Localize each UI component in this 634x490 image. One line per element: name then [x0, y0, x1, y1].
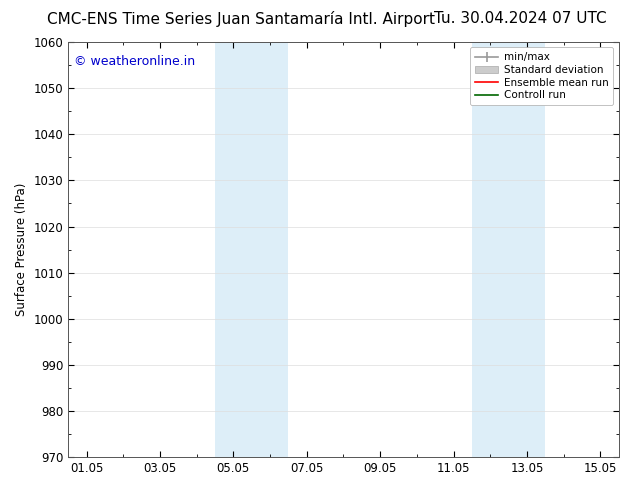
Legend: min/max, Standard deviation, Ensemble mean run, Controll run: min/max, Standard deviation, Ensemble me… [470, 47, 614, 105]
Text: © weatheronline.in: © weatheronline.in [74, 54, 195, 68]
Bar [472, 42, 545, 457]
Bar [215, 42, 288, 457]
Text: CMC-ENS Time Series Juan Santamaría Intl. Airport: CMC-ENS Time Series Juan Santamaría Intl… [47, 11, 435, 27]
Y-axis label: Surface Pressure (hPa): Surface Pressure (hPa) [15, 183, 28, 316]
Text: Tu. 30.04.2024 07 UTC: Tu. 30.04.2024 07 UTC [434, 11, 606, 26]
